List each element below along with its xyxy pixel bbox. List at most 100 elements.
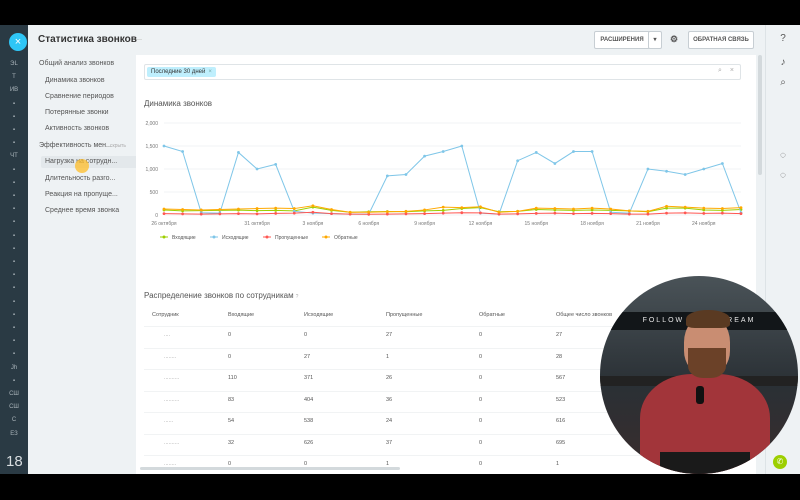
left-nav-item[interactable]: ЕЗ — [10, 430, 18, 437]
gear-icon[interactable]: ⚙ — [669, 34, 679, 44]
employee-name-cell[interactable]: ........ — [164, 353, 177, 360]
messages-icon[interactable]: ◌ — [780, 170, 786, 181]
bell-icon[interactable]: ♪ — [780, 57, 786, 68]
help-icon[interactable]: ? — [780, 33, 786, 44]
left-nav-item[interactable]: Т — [12, 74, 16, 81]
data-point — [255, 167, 259, 171]
search-icon[interactable]: ⌕ — [718, 67, 722, 74]
left-nav-item[interactable]: ▪ — [12, 377, 16, 384]
collapse-toggle[interactable]: скрыть — [110, 143, 126, 149]
nav-item-period-compare[interactable]: Сравнение периодов — [45, 93, 114, 100]
data-point — [702, 206, 706, 210]
table-cell: 523 — [556, 396, 566, 403]
data-point — [441, 150, 445, 153]
employee-name-cell[interactable]: .......... — [164, 439, 180, 446]
left-nav-item[interactable]: ▪ — [12, 245, 16, 252]
employee-name-cell[interactable]: ........ — [164, 461, 177, 467]
period-filter-input[interactable]: Последние 30 дней × ⌕ × — [144, 64, 741, 80]
left-nav-item[interactable]: ▪ — [12, 206, 16, 213]
nav-item-call-dynamics[interactable]: Динамика звонков — [45, 77, 105, 84]
period-chip[interactable]: Последние 30 дней × — [147, 67, 216, 77]
left-nav-item[interactable]: ▪ — [12, 351, 16, 358]
table-header-cell[interactable]: Сотрудник — [152, 312, 179, 318]
nav-item-talk-duration[interactable]: Длительность разго... — [45, 175, 116, 182]
left-nav-item[interactable]: ▪ — [12, 259, 16, 265]
extensions-dropdown-chevron-icon[interactable]: ▾ — [648, 31, 662, 49]
search-icon[interactable]: ⌕ — [780, 77, 786, 88]
employee-name-cell[interactable]: .......... — [164, 396, 180, 403]
nav-item-missed-reaction[interactable]: Реакция на пропуще... — [45, 191, 118, 198]
nav-item-missed-calls[interactable]: Потерянные звонки — [45, 109, 109, 116]
nav-group-general[interactable]: Общий анализ звонков — [39, 60, 115, 67]
left-nav-item[interactable]: СШ — [9, 391, 19, 397]
favorite-star-icon[interactable]: — — [136, 37, 142, 43]
data-point — [646, 212, 650, 216]
left-nav-item[interactable]: ▪ — [12, 140, 16, 147]
feedback-button[interactable]: ОБРАТНАЯ СВЯЗЬ — [688, 31, 754, 49]
table-header-cell[interactable]: Обратные — [479, 312, 505, 318]
legend-label: Пропущенные — [275, 235, 308, 241]
left-nav-item[interactable]: ▪ — [12, 166, 16, 173]
vertical-scrollbar[interactable] — [758, 55, 762, 175]
chip-remove-icon[interactable]: × — [208, 69, 212, 75]
employee-name-cell[interactable]: .... — [164, 332, 171, 338]
data-point — [590, 211, 594, 215]
left-nav-item[interactable]: Jh — [10, 364, 18, 371]
chat-icon[interactable]: ◌ — [780, 150, 786, 161]
nav-item-avg-call-time[interactable]: Среднее время звонка — [45, 207, 120, 214]
series-line — [163, 211, 742, 215]
table-header-cell[interactable]: Пропущенные — [386, 312, 423, 318]
data-point — [311, 204, 315, 208]
left-nav-item[interactable]: ▪ — [12, 127, 16, 133]
table-cell: 0 — [479, 375, 483, 381]
data-point — [404, 212, 408, 216]
data-point — [181, 150, 185, 153]
left-nav-item[interactable]: ▪ — [12, 311, 16, 318]
left-nav-item[interactable]: ▪ — [12, 219, 16, 226]
left-nav-item[interactable]: ▪ — [12, 325, 16, 331]
horizontal-scrollbar[interactable] — [140, 467, 400, 470]
data-point — [404, 173, 408, 176]
left-nav-item[interactable]: ▪ — [12, 298, 16, 305]
employee-name-cell[interactable]: ...... — [164, 418, 174, 424]
data-point — [516, 212, 520, 216]
left-nav-item[interactable]: ▪ — [12, 193, 16, 199]
help-hint-icon[interactable]: ? — [295, 294, 299, 300]
close-slider-button[interactable]: × — [9, 33, 27, 51]
left-nav-item[interactable]: ▪ — [12, 272, 16, 279]
table-row-divider — [144, 369, 744, 370]
employee-name-cell[interactable]: .......... — [164, 375, 180, 381]
phone-icon[interactable]: ✆ — [773, 455, 787, 469]
data-point — [441, 205, 445, 209]
left-nav-item[interactable]: СШ — [9, 404, 19, 411]
clear-icon[interactable]: × — [729, 67, 734, 74]
left-nav-item[interactable]: ЭL — [10, 61, 18, 67]
left-nav-item[interactable]: ▪ — [12, 285, 16, 292]
left-nav-item[interactable]: ▪ — [12, 232, 16, 239]
left-nav-item[interactable]: ▪ — [12, 338, 16, 345]
nav-item-call-activity[interactable]: Активность звонков — [45, 125, 110, 132]
left-nav-item[interactable]: ИВ — [9, 87, 19, 94]
data-point — [274, 163, 278, 166]
table-cell: 1 — [386, 461, 390, 467]
table-header-cell[interactable]: Входящие — [228, 312, 255, 318]
table-cell: 616 — [556, 418, 566, 424]
table-cell: 32 — [228, 439, 235, 446]
data-point — [646, 167, 650, 171]
legend-marker — [265, 235, 269, 239]
nav-group-efficiency[interactable]: Эффективность мен... — [39, 142, 112, 149]
left-nav-item[interactable]: ▪ — [12, 179, 16, 186]
series-line — [163, 205, 742, 213]
table-cell: 26 — [386, 375, 393, 381]
page-title: Статистика звонков — [38, 34, 137, 45]
table-header-cell[interactable]: Общее число звонков — [556, 312, 613, 318]
data-point — [665, 204, 668, 208]
left-nav-item[interactable]: ▪ — [12, 100, 16, 107]
nav-item-employee-load[interactable]: Нагрузка на сотрудн... — [41, 156, 140, 168]
extensions-button[interactable]: РАСШИРЕНИЯ — [594, 31, 650, 49]
left-nav-item[interactable]: ▪ — [12, 113, 16, 120]
table-header-cell[interactable]: Исходящие — [304, 312, 334, 318]
left-nav-item[interactable]: С — [11, 417, 17, 424]
left-nav-item[interactable]: ЧТ — [10, 153, 18, 160]
data-point — [516, 159, 520, 163]
